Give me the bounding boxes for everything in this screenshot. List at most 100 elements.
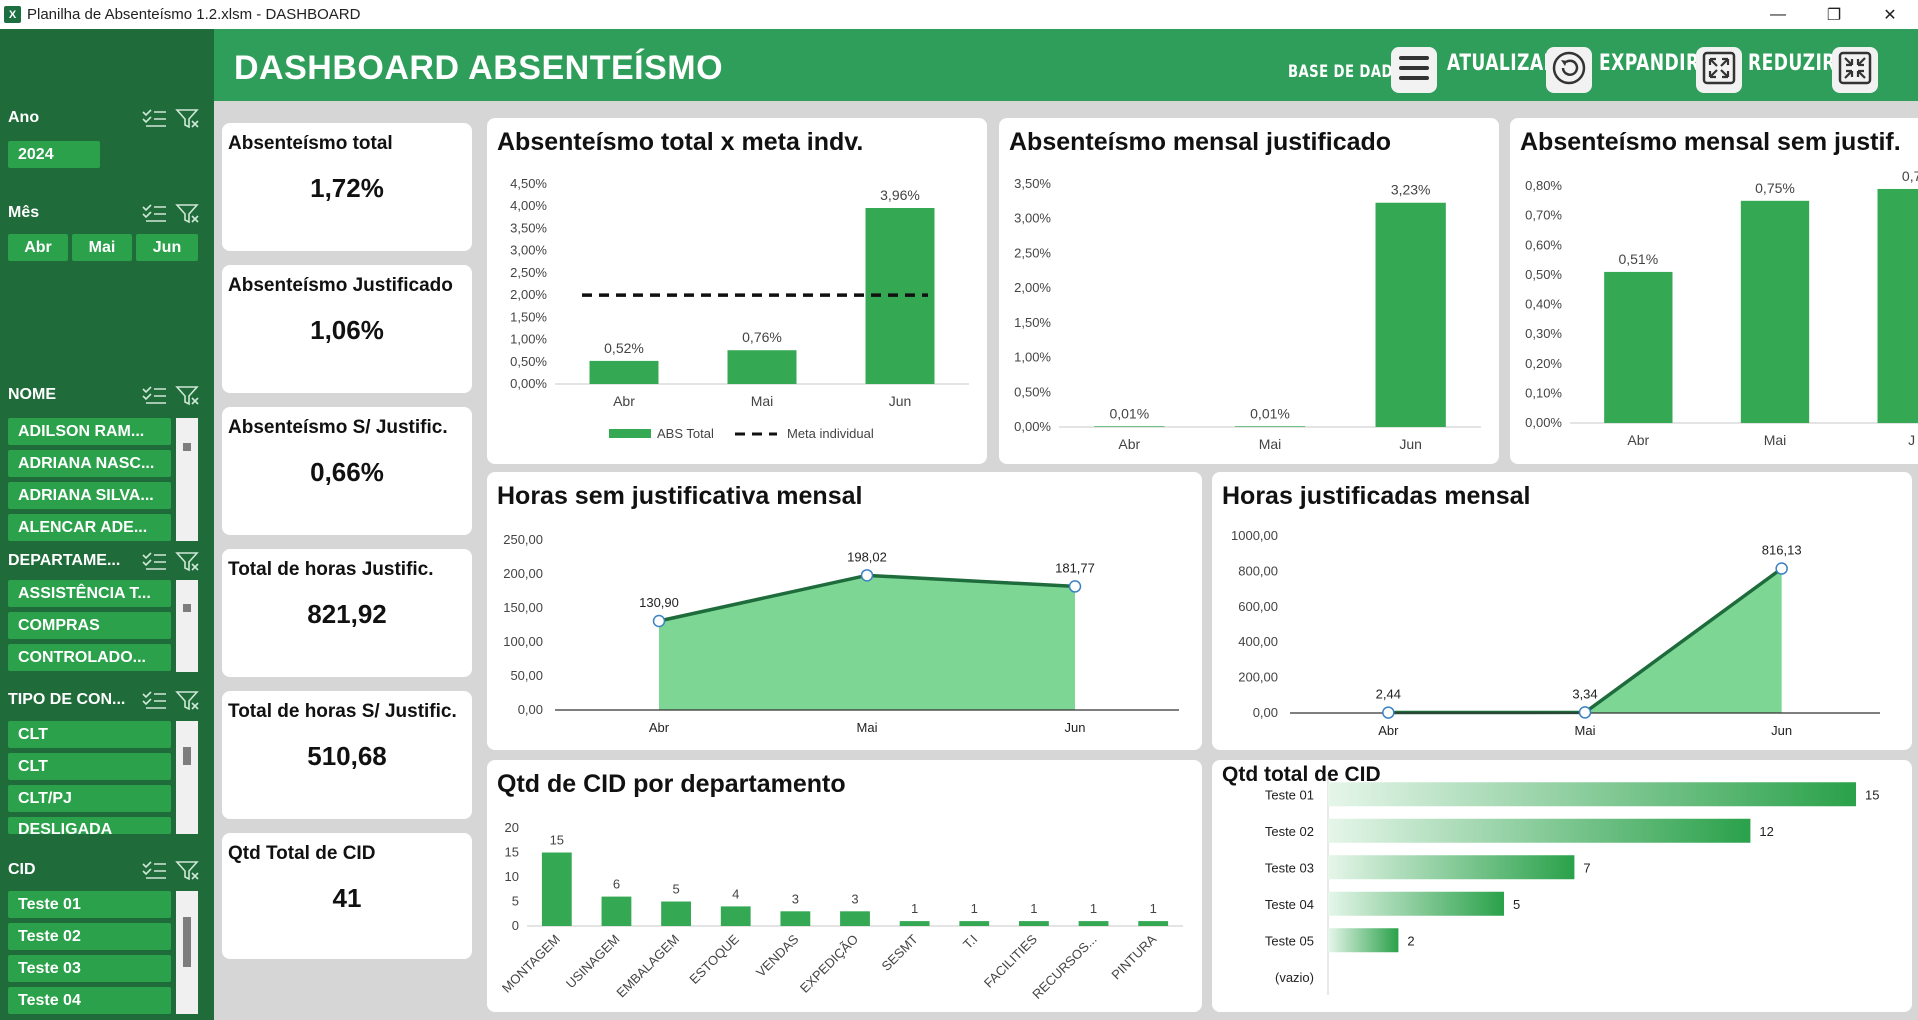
chart-horas-justificadas: 0,00 200,00 400,00 600,00 800,00 1000,00 2,44 A…: [1231, 528, 1880, 738]
window-title: Planilha de Absenteísmo 1.2.xlsm - DASHB…: [27, 6, 361, 23]
scrollbar-thumb[interactable]: [183, 747, 191, 765]
slicer-item-abr[interactable]: Abr: [8, 234, 68, 261]
data-label: 198,02: [847, 549, 887, 564]
data-label: 3,34: [1572, 686, 1597, 701]
slicer-scrollbar[interactable]: [176, 721, 198, 834]
reduzir-label[interactable]: REDUZIR: [1748, 51, 1836, 76]
bar: [1877, 188, 1918, 423]
x-tick-label: USINAGEM: [563, 932, 623, 992]
minimize-button[interactable]: —: [1770, 5, 1786, 23]
slicer-scrollbar[interactable]: [176, 891, 198, 1014]
y-tick-label: 2,00%: [1014, 280, 1051, 295]
x-tick-label: ESTOQUE: [686, 931, 742, 987]
kpi-title: Qtd Total de CID: [228, 843, 376, 864]
menu-icon: [1397, 53, 1431, 88]
reduzir-button[interactable]: [1832, 47, 1878, 93]
slicer-scrollbar[interactable]: [176, 418, 198, 541]
chart-mensal-sem-justif: 0,00% 0,10% 0,20% 0,30% 0,40% 0,50% 0,60% 0,70%…: [1525, 168, 1918, 448]
data-label: 15: [1865, 787, 1879, 802]
slicer-item-departamento[interactable]: ASSISTÊNCIA T...: [8, 580, 171, 607]
slicer-item-tipo[interactable]: CLT: [8, 721, 171, 748]
slicer-item-mai[interactable]: Mai: [72, 234, 132, 261]
atualizar-button[interactable]: [1546, 47, 1592, 93]
slicer-item-nome[interactable]: ADILSON RAM...: [8, 418, 171, 445]
slicer-item-departamento[interactable]: COMPRAS: [8, 612, 171, 639]
slicer-item-cid[interactable]: Teste 01: [8, 891, 171, 918]
y-tick-label: 0,10%: [1525, 385, 1562, 400]
slicer-nome: NOME ADILSON RAM... ADRIANA NASC... ADRI…: [0, 380, 214, 541]
y-tick-label: Teste 04: [1265, 897, 1314, 912]
clear-filter-icon[interactable]: [174, 550, 202, 572]
data-label: 816,13: [1762, 543, 1802, 558]
data-label: 3,96%: [880, 187, 920, 203]
multi-select-icon[interactable]: [140, 384, 168, 406]
y-tick-label: 1,50%: [510, 309, 547, 324]
y-tick-label: Teste 02: [1265, 824, 1314, 839]
atualizar-label[interactable]: ATUALIZAR: [1447, 51, 1558, 76]
multi-select-icon[interactable]: [140, 689, 168, 711]
base-dados-button[interactable]: [1391, 47, 1437, 93]
slicer-item-tipo[interactable]: CLT: [8, 753, 171, 780]
slicer-item-cid[interactable]: Teste 04: [8, 987, 171, 1014]
multi-select-icon[interactable]: [140, 107, 168, 129]
bar: [1375, 202, 1446, 427]
clear-filter-icon[interactable]: [174, 384, 202, 406]
slicer-scrollbar[interactable]: [176, 580, 198, 672]
chart-card-mensal-sem-justif: Absenteísmo mensal sem justif. 0,00% 0,10…: [1510, 118, 1918, 464]
slicer-item-departamento[interactable]: CONTROLADO...: [8, 644, 171, 671]
data-label: 0,01%: [1250, 405, 1290, 421]
slicer-item-nome[interactable]: ADRIANA NASC...: [8, 450, 171, 477]
multi-select-icon[interactable]: [140, 859, 168, 881]
x-tick-label: FACILITIES: [981, 931, 1040, 990]
data-point: [1775, 562, 1788, 575]
bar: [1604, 271, 1673, 423]
y-tick-label: 800,00: [1238, 563, 1278, 578]
chart-title: Absenteísmo mensal sem justif.: [1520, 128, 1901, 156]
slicer-item-cid[interactable]: Teste 02: [8, 923, 171, 950]
close-button[interactable]: ✕: [1883, 6, 1897, 24]
multi-select-icon[interactable]: [140, 550, 168, 572]
expandir-label[interactable]: EXPANDIR: [1599, 51, 1700, 76]
clear-filter-icon[interactable]: [174, 689, 202, 711]
y-tick-label: 1,00%: [510, 332, 547, 347]
slicer-item-jun[interactable]: Jun: [136, 234, 198, 261]
multi-select-icon[interactable]: [140, 202, 168, 224]
slicer-item-cid[interactable]: Teste 03: [8, 955, 171, 982]
slicer-item-tipo[interactable]: CLT/PJ: [8, 785, 171, 812]
slicer-item-nome[interactable]: ALENCAR ADE...: [8, 514, 171, 541]
data-point: [1578, 706, 1592, 719]
data-label: 12: [1759, 824, 1773, 839]
bar: [1234, 426, 1306, 427]
data-label: 1: [1090, 901, 1097, 916]
chart-total-meta: 0,00% 0,50% 1,00% 1,50% 2,00% 2,50% 3,00% 3,50%…: [510, 176, 969, 441]
y-tick-label: 0,70%: [1525, 208, 1562, 223]
clear-filter-icon[interactable]: [174, 202, 202, 224]
kpi-card-abs-sem-justific: Absenteísmo S/ Justific. 0,66%: [222, 407, 472, 535]
x-tick-label: Mai: [857, 720, 878, 735]
scrollbar-thumb[interactable]: [183, 604, 191, 612]
x-tick-label: T.I: [960, 932, 980, 952]
bar: [899, 921, 930, 926]
slicer-item-nome[interactable]: ADRIANA SILVA...: [8, 482, 171, 509]
slicer-title: CID: [8, 861, 36, 878]
y-tick-label: 0,40%: [1525, 297, 1562, 312]
y-tick-label: 0: [512, 918, 519, 933]
chart-title: Absenteísmo mensal justificado: [1009, 128, 1392, 156]
dashboard-header: DASHBOARD ABSENTEÍSMO BASE DE DADOS ATUA…: [214, 29, 1918, 101]
clear-filter-icon[interactable]: [174, 859, 202, 881]
clear-filter-icon[interactable]: [174, 107, 202, 129]
slicer-title: Mês: [8, 204, 40, 221]
slicer-item-tipo[interactable]: DESLIGADA: [8, 817, 171, 834]
kpi-card-horas-justific: Total de horas Justific. 821,92: [222, 549, 472, 677]
expandir-button[interactable]: [1696, 47, 1742, 93]
scrollbar-thumb[interactable]: [183, 443, 191, 451]
restore-button[interactable]: ❐: [1826, 6, 1842, 24]
bar: [1138, 921, 1169, 926]
scrollbar-thumb[interactable]: [183, 917, 191, 967]
data-label: 15: [550, 833, 564, 848]
y-tick-label: 0,80%: [1525, 178, 1562, 193]
slicer-item-2024[interactable]: 2024: [8, 141, 100, 168]
base-dados-label[interactable]: BASE DE DADOS: [1288, 62, 1415, 82]
y-tick-label: 2,50%: [1014, 245, 1051, 260]
x-tick-label: PINTURA: [1108, 931, 1159, 982]
